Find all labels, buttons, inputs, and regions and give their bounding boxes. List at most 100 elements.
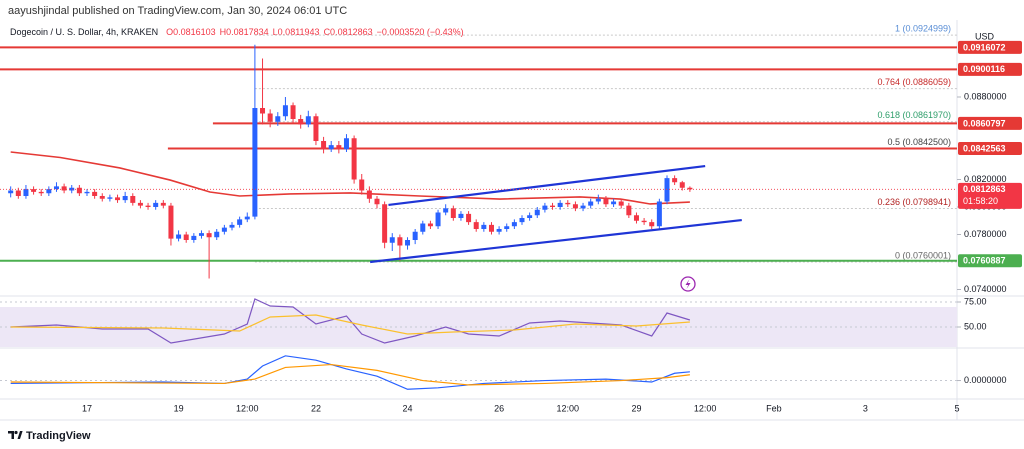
candle-body bbox=[305, 116, 311, 125]
y-tick-label: 0.0880000 bbox=[964, 91, 1007, 101]
candle-body bbox=[595, 198, 601, 202]
candle-body bbox=[313, 116, 319, 141]
candle-body bbox=[527, 215, 533, 218]
candle-body bbox=[672, 178, 678, 183]
indicator-band bbox=[0, 307, 957, 347]
candle-body bbox=[53, 186, 59, 190]
level-price-label: 0.0842563 bbox=[963, 143, 1006, 153]
fib-label: 0.5 (0.0842500) bbox=[887, 137, 951, 147]
x-tick-label: 22 bbox=[311, 403, 321, 413]
candle-body bbox=[603, 198, 609, 205]
y-tick-label: 0.0740000 bbox=[964, 284, 1007, 294]
candle-body bbox=[481, 224, 487, 229]
publisher-line: aayushjindal published on TradingView.co… bbox=[8, 5, 347, 17]
candle-body bbox=[84, 191, 90, 194]
candle-body bbox=[458, 213, 464, 218]
last-price-box bbox=[958, 182, 1022, 209]
ohlc-value: H0.0817834 bbox=[220, 27, 269, 37]
ohlc-value: L0.0811943 bbox=[273, 27, 320, 37]
candle-body bbox=[359, 179, 365, 191]
fib-label: 0 (0.0760001) bbox=[895, 250, 951, 260]
candle-body bbox=[99, 196, 105, 199]
y-tick-label: 0.0780000 bbox=[964, 229, 1007, 239]
level-price-label: 0.0916072 bbox=[963, 42, 1006, 52]
candle-body bbox=[46, 189, 52, 194]
candle-body bbox=[267, 113, 273, 122]
logo bbox=[8, 430, 23, 439]
candle-body bbox=[557, 202, 563, 207]
candle-body bbox=[550, 205, 556, 207]
candle-body bbox=[38, 191, 44, 194]
candle-body bbox=[15, 190, 21, 196]
candle-body bbox=[145, 205, 151, 207]
candle-body bbox=[351, 138, 357, 180]
candle-body bbox=[405, 240, 411, 246]
candle-body bbox=[328, 145, 334, 150]
candle-body bbox=[649, 222, 655, 227]
candle-body bbox=[229, 224, 235, 228]
fib-label: 0.236 (0.0798941) bbox=[877, 197, 951, 207]
candle-body bbox=[466, 213, 472, 223]
candle-body bbox=[107, 197, 113, 199]
candle-body bbox=[176, 234, 182, 239]
candle-body bbox=[168, 205, 174, 239]
candle-body bbox=[8, 190, 14, 194]
level-price-box bbox=[958, 116, 1022, 130]
indicator-line bbox=[10, 314, 690, 335]
event-icon[interactable] bbox=[680, 276, 696, 292]
indicator-line bbox=[10, 363, 690, 386]
x-tick-label: 12:00 bbox=[236, 403, 259, 413]
candle-body bbox=[420, 223, 426, 232]
candle-body bbox=[580, 205, 586, 209]
indicator-line bbox=[10, 298, 691, 344]
last-price-label: 0.0812863 bbox=[963, 184, 1006, 194]
fib-label: 0.764 (0.0886059) bbox=[877, 77, 951, 87]
candle-body bbox=[641, 220, 647, 223]
candle-body bbox=[183, 234, 189, 240]
x-tick-label: 12:00 bbox=[557, 403, 580, 413]
fib-label: 0.618 (0.0861970) bbox=[877, 110, 951, 120]
candle-body bbox=[214, 231, 220, 238]
candle-body bbox=[633, 215, 639, 221]
candle-body bbox=[374, 198, 380, 205]
candle-body bbox=[511, 222, 517, 227]
candle-body bbox=[153, 202, 159, 207]
candle-body bbox=[92, 191, 98, 196]
x-tick-label: 29 bbox=[631, 403, 641, 413]
candle-body bbox=[412, 231, 418, 240]
level-price-box bbox=[958, 141, 1022, 155]
fib-label: 1 (0.0924999) bbox=[895, 24, 951, 34]
candle-body bbox=[137, 202, 143, 206]
currency: USD bbox=[975, 31, 995, 41]
y-tick-label: 75.00 bbox=[964, 296, 987, 306]
candle-body bbox=[275, 116, 281, 122]
candle-body bbox=[336, 145, 342, 150]
y-tick-label: 50.00 bbox=[964, 321, 987, 331]
x-tick-label: 5 bbox=[954, 403, 959, 413]
x-tick-label: 26 bbox=[494, 403, 504, 413]
candle-body bbox=[565, 202, 571, 205]
candle-body bbox=[389, 237, 395, 243]
candle-body bbox=[290, 105, 296, 119]
candle-body bbox=[588, 201, 594, 206]
candle-body bbox=[473, 222, 479, 229]
candle-body bbox=[191, 235, 197, 240]
symbol: Dogecoin / U. S. Dollar, 4h, KRAKEN bbox=[10, 27, 158, 37]
candle-body bbox=[221, 227, 227, 232]
trendline bbox=[370, 218, 742, 264]
x-tick-label: 19 bbox=[174, 403, 184, 413]
candle-body bbox=[282, 105, 288, 117]
candle-body bbox=[321, 141, 327, 150]
trendline bbox=[388, 164, 706, 207]
candle-body bbox=[61, 186, 67, 191]
candle-body bbox=[656, 201, 662, 227]
candle-body bbox=[687, 187, 693, 190]
x-tick-label: Feb bbox=[766, 403, 782, 413]
candle-body bbox=[69, 187, 75, 191]
candle-body bbox=[450, 208, 456, 218]
moving-average bbox=[10, 151, 690, 205]
y-tick-label: 0.0820000 bbox=[964, 174, 1007, 184]
candle-body bbox=[160, 202, 166, 206]
candle-body bbox=[298, 119, 304, 125]
